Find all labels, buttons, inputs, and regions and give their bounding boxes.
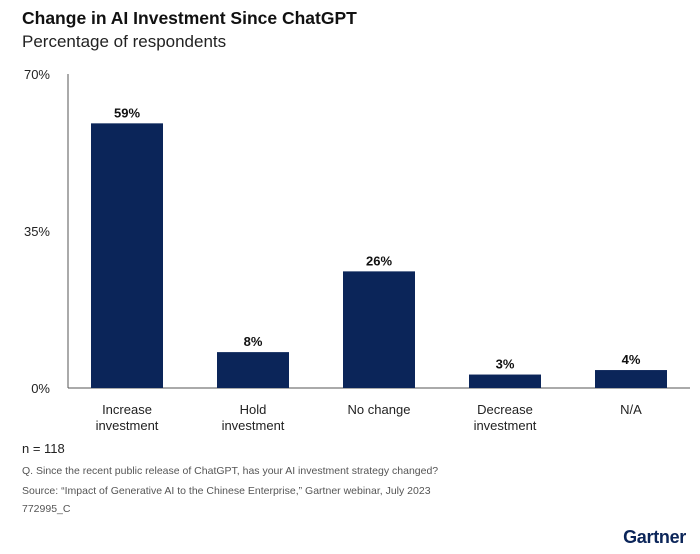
chart-subtitle: Percentage of respondents [22,32,227,51]
source-note: Source: “Impact of Generative AI to the … [22,485,431,497]
y-tick-label: 70% [24,67,50,82]
x-category-label: Increase investment [96,402,159,433]
bar-value-label: 8% [244,334,263,349]
bar [91,123,163,388]
x-category-label: N/A [620,402,642,417]
bar [595,370,667,388]
bar [469,374,541,388]
gartner-logo: Gartner [623,527,686,547]
x-category-label: Decrease investment [474,402,537,433]
bar [217,352,289,388]
bar [343,271,415,388]
bar-value-label: 3% [496,357,515,372]
x-category-label: Hold investment [222,402,285,433]
bar-value-label: 59% [114,105,140,120]
survey-question-note: Q. Since the recent public release of Ch… [22,465,439,477]
figure-code: 772995_C [22,503,71,515]
bar-chart: 0% 35% 70% 59% Increase investment 8% Hold inves… [24,67,690,433]
y-tick-label: 35% [24,224,50,239]
sample-size-note: n = 118 [22,441,65,456]
chart-title: Change in AI Investment Since ChatGPT [22,8,357,28]
bar-value-label: 4% [622,352,641,367]
bar-value-label: 26% [366,253,392,268]
y-tick-label: 0% [31,381,50,396]
x-category-label: No change [348,402,411,417]
